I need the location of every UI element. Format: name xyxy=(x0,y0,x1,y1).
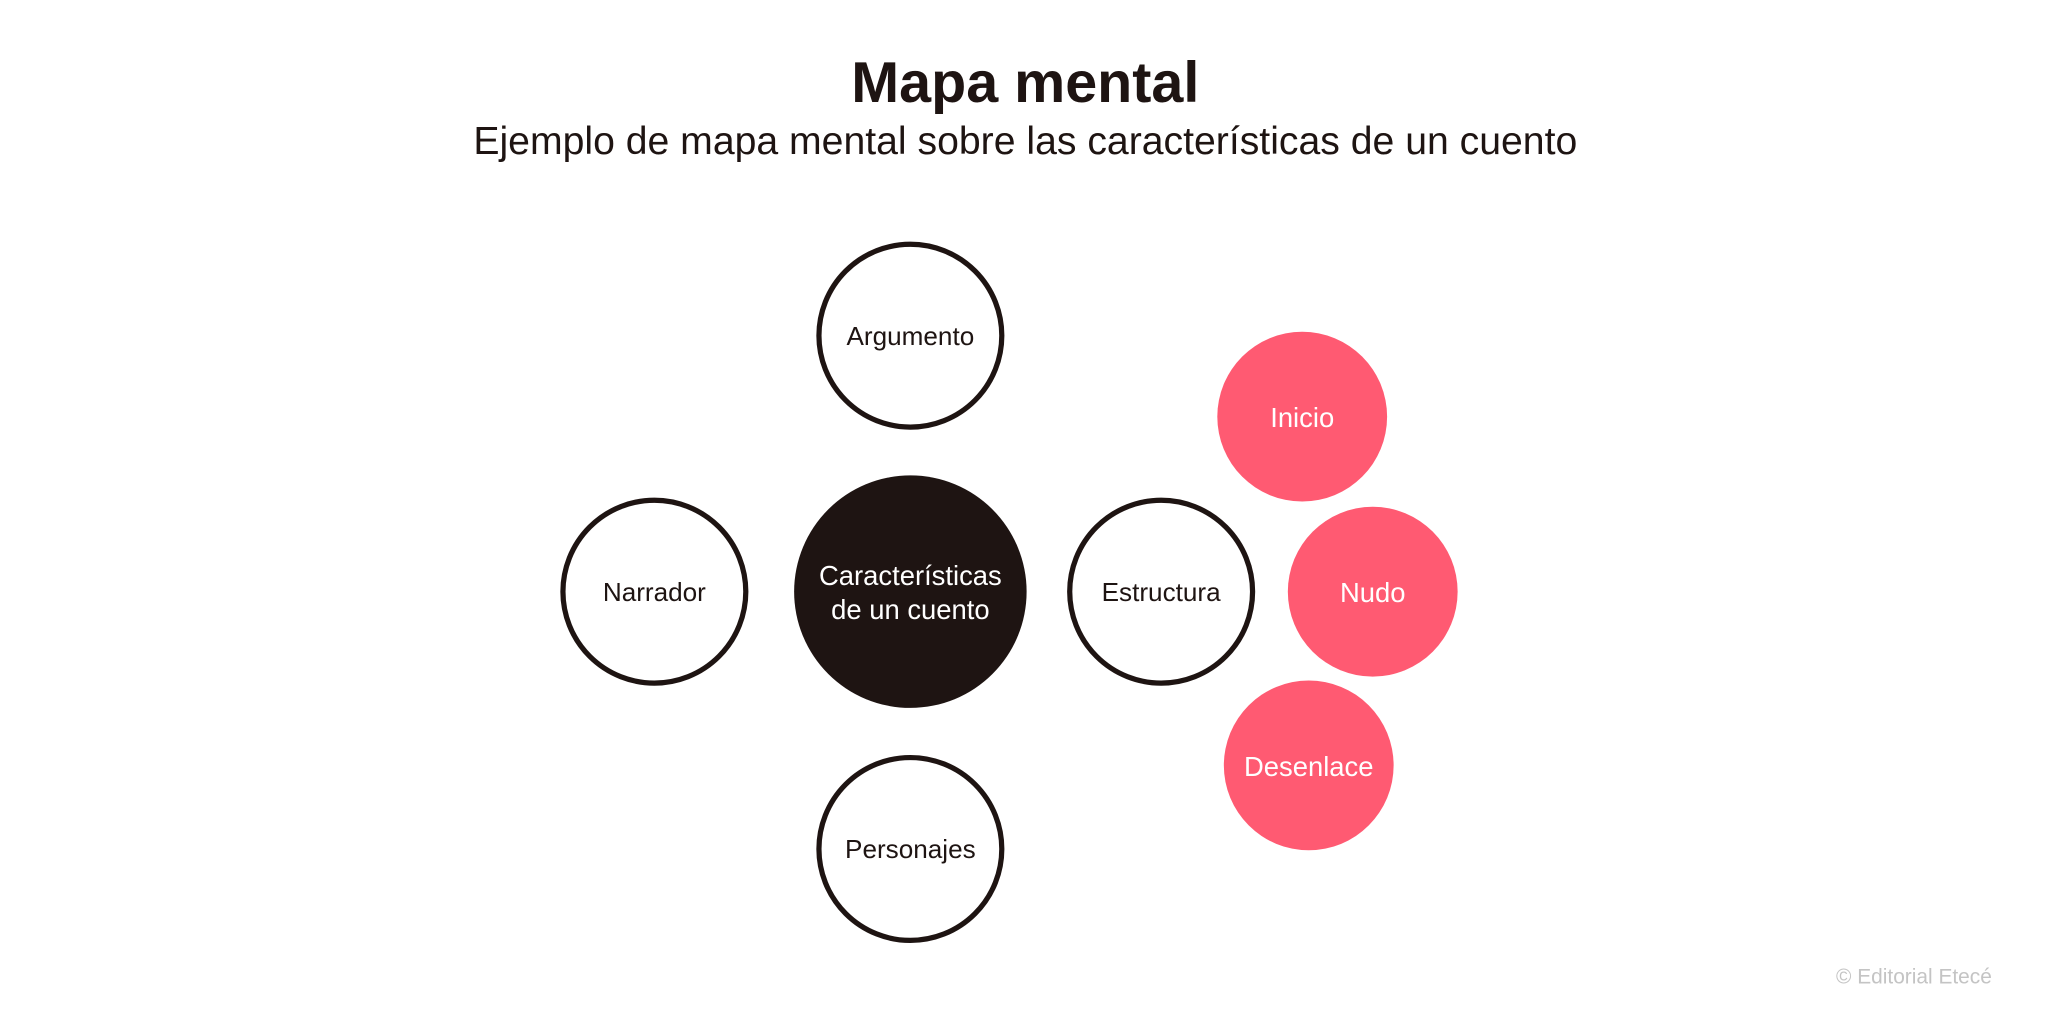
node-label: Inicio xyxy=(1270,402,1334,433)
node-center: Características de un cuento xyxy=(794,475,1027,708)
node-narrador: Narrador xyxy=(560,497,749,686)
node-label: Personajes xyxy=(845,834,976,864)
node-label: Argumento xyxy=(847,321,975,351)
node-label: Narrador xyxy=(603,577,706,607)
center-label-line2: de un cuento xyxy=(831,594,989,625)
node-desenlace: Desenlace xyxy=(1223,680,1394,851)
page-subtitle: Ejemplo de mapa mental sobre las caracte… xyxy=(473,120,1577,163)
node-argumento: Argumento xyxy=(816,241,1005,430)
node-label: Estructura xyxy=(1102,577,1221,607)
node-inicio: Inicio xyxy=(1217,331,1388,502)
page-title: Mapa mental xyxy=(851,51,1199,115)
node-label: Desenlace xyxy=(1244,751,1374,782)
node-personajes: Personajes xyxy=(816,754,1005,944)
node-nudo: Nudo xyxy=(1287,506,1458,677)
node-estructura: Estructura xyxy=(1067,497,1256,686)
node-label: Nudo xyxy=(1340,577,1406,608)
watermark: © Editorial Etecé xyxy=(1836,966,1992,989)
center-label-line1: Características xyxy=(819,560,1002,591)
